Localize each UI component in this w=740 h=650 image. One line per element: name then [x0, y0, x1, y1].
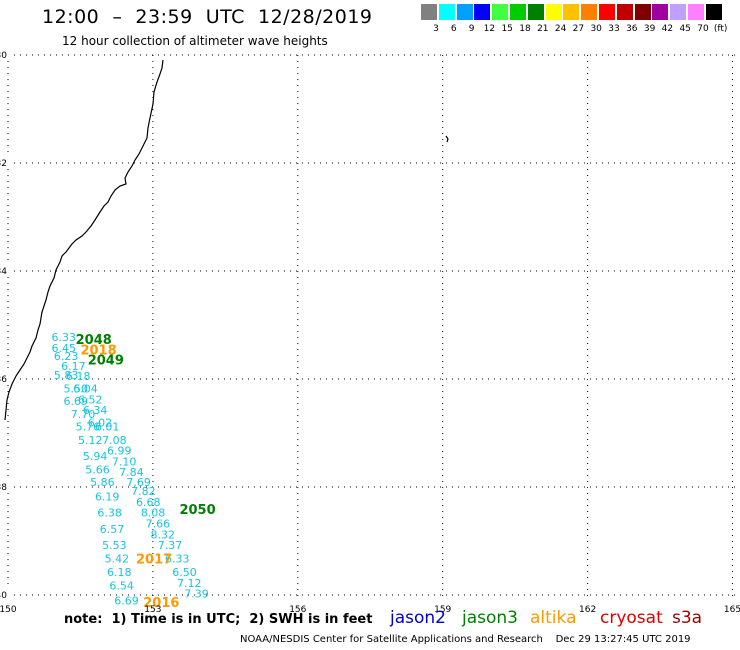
wave-height-value: 6.18 [107, 566, 132, 579]
wave-height-value: 5.12 [78, 434, 103, 447]
wave-height-value: 6.57 [100, 523, 125, 536]
satellite-name-jason2: jason2 [390, 608, 446, 628]
lat-label: -32 [0, 159, 7, 169]
wave-height-value: 5.66 [85, 464, 110, 477]
pass-number: 2050 [179, 503, 215, 518]
satellite-name-cryosat: cryosat [600, 608, 663, 628]
wave-height-value: 6.01 [95, 420, 120, 433]
wave-height-value: 6.19 [95, 491, 120, 504]
wave-height-value: 6.18 [66, 370, 91, 383]
lon-label: 165 [724, 605, 740, 615]
lat-label: -30 [0, 51, 7, 61]
wave-height-value: 7.37 [158, 539, 183, 552]
lon-label: 150 [0, 605, 17, 615]
lat-label: -34 [0, 267, 7, 277]
wave-height-value: 5.86 [90, 476, 115, 489]
footnote: note: 1) Time is in UTC; 2) SWH is in fe… [64, 612, 372, 627]
wave-height-value: 6.54 [109, 580, 133, 593]
island [446, 136, 448, 142]
credit-line: NOAA/NESDIS Center for Satellite Applica… [240, 634, 691, 645]
lat-label: -36 [0, 375, 7, 385]
wave-height-value: 6.38 [97, 507, 122, 520]
lat-label: -38 [0, 483, 7, 493]
pass-number: 2049 [88, 353, 124, 368]
lon-label: 162 [579, 605, 596, 615]
satellite-name-jason3: jason3 [462, 608, 518, 628]
wave-height-values: 6.336.456.236.175.836.185.506.046.696.52… [51, 331, 208, 608]
satellite-name-s3a: s3a [672, 608, 702, 628]
pass-number: 2017 [136, 553, 172, 568]
wave-height-value: 7.39 [184, 588, 209, 601]
wave-height-value: 6.69 [114, 595, 139, 608]
lat-label: -40 [0, 591, 7, 601]
satellite-name-altika: altika [530, 608, 577, 628]
wave-height-value: 5.94 [83, 450, 108, 463]
wave-height-value: 5.42 [105, 553, 130, 566]
wave-height-value: 5.53 [102, 539, 127, 552]
